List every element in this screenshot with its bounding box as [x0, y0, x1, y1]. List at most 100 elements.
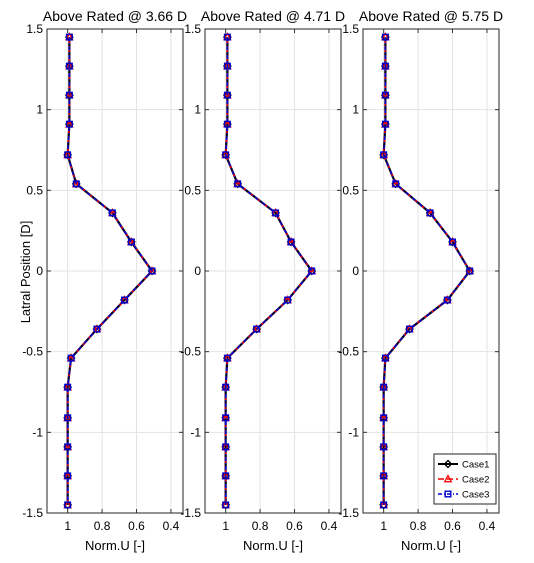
data-point	[223, 120, 231, 128]
data-point	[380, 472, 388, 480]
data-point	[223, 62, 231, 70]
data-point	[466, 267, 474, 275]
y-tick-label: -0.5	[338, 345, 359, 359]
x-tick-label: 0.4	[163, 519, 180, 533]
data-point	[222, 501, 230, 509]
data-point	[72, 180, 80, 188]
y-tick-label: 0.5	[184, 183, 201, 197]
data-point	[148, 267, 156, 275]
legend-label: Case2	[462, 475, 489, 486]
panel-title: Above Rated @ 4.71 D	[201, 8, 345, 24]
data-point	[223, 33, 231, 41]
x-axis-label: Norm.U [-]	[401, 538, 461, 553]
data-point	[426, 209, 434, 217]
y-tick-label: 1	[194, 103, 201, 117]
data-point	[234, 180, 242, 188]
x-tick-label: 1	[222, 519, 229, 533]
y-tick-label: -1.5	[338, 506, 359, 520]
legend-marker	[443, 474, 453, 483]
legend-entry-case1: Case1	[438, 460, 489, 471]
data-point	[120, 296, 128, 304]
data-point	[253, 325, 261, 333]
data-point	[222, 383, 230, 391]
panel-title: Above Rated @ 3.66 D	[43, 8, 187, 24]
data-point	[64, 443, 72, 451]
data-point	[381, 91, 389, 99]
y-tick-label: -0.5	[22, 345, 43, 359]
data-point	[65, 62, 73, 70]
series-line	[224, 37, 313, 505]
series-line	[224, 37, 313, 505]
data-point	[127, 238, 135, 246]
y-tick-label: -1.5	[180, 506, 201, 520]
data-point	[405, 325, 413, 333]
x-axis-label: Norm.U [-]	[243, 538, 303, 553]
x-tick-label: 0.6	[286, 519, 303, 533]
data-point	[223, 354, 231, 362]
data-point	[381, 120, 389, 128]
data-point	[64, 501, 72, 509]
data-point	[380, 443, 388, 451]
legend-marker	[443, 459, 453, 469]
panel-3: -1.5 -1 -0.5 0 0.5 1 1.5 1 0.8 0.6 0.4 Above Rated …	[338, 8, 503, 553]
legend-marker	[444, 490, 452, 498]
x-axis-label: Norm.U [-]	[85, 538, 145, 553]
data-point	[64, 383, 72, 391]
y-tick-label: 1	[352, 103, 359, 117]
data-point	[223, 91, 231, 99]
y-tick-label: -1	[32, 425, 43, 439]
legend-label: Case1	[462, 460, 489, 471]
legend-entry-case3: Case3	[438, 490, 489, 501]
data-point	[65, 33, 73, 41]
data-point	[272, 209, 280, 217]
series-case3	[380, 33, 474, 509]
legend: Case1 Case2 Case3	[433, 453, 497, 505]
x-tick-label: 0.4	[479, 519, 496, 533]
y-tick-label: -0.5	[180, 345, 201, 359]
x-tick-label: 0.8	[252, 519, 269, 533]
data-point	[64, 472, 72, 480]
data-point	[381, 62, 389, 70]
data-point	[222, 151, 230, 159]
data-point	[380, 151, 388, 159]
data-point	[93, 325, 101, 333]
data-point	[380, 414, 388, 422]
series-line	[66, 37, 154, 505]
series-case3	[222, 33, 316, 509]
panel-1: -1.5 -1 -0.5 0 0.5 1 1.5 1 0.8 0.6 0.4 Above Rated …	[22, 8, 187, 553]
data-point	[381, 33, 389, 41]
data-point	[284, 296, 292, 304]
series-case2	[221, 32, 317, 509]
x-tick-label: 0.4	[321, 519, 338, 533]
y-tick-label: 0.5	[26, 183, 43, 197]
data-point	[392, 180, 400, 188]
data-point	[380, 501, 388, 509]
x-tick-label: 0.8	[94, 519, 111, 533]
y-tick-label: 0	[36, 264, 43, 278]
x-tick-label: 0.8	[410, 519, 427, 533]
data-point	[108, 209, 116, 217]
data-point	[443, 296, 451, 304]
data-point	[64, 151, 72, 159]
data-point	[449, 238, 457, 246]
y-tick-label: -1	[190, 425, 201, 439]
x-tick-label: 0.6	[444, 519, 461, 533]
data-point	[381, 354, 389, 362]
data-point	[308, 267, 316, 275]
panel-title: Above Rated @ 5.75 D	[359, 8, 503, 24]
legend-label: Case3	[462, 490, 489, 501]
grid	[47, 28, 183, 514]
y-tick-label: 0.5	[342, 183, 359, 197]
y-tick-label: 0	[194, 264, 201, 278]
y-tick-label: 1.5	[26, 22, 43, 36]
data-point	[65, 91, 73, 99]
y-tick-label: 0	[352, 264, 359, 278]
y-axis-label: Latral Position [D]	[18, 221, 33, 324]
axes-frame	[362, 28, 500, 514]
data-point	[380, 383, 388, 391]
x-tick-label: 0.6	[128, 519, 145, 533]
data-point	[222, 414, 230, 422]
data-point	[67, 354, 75, 362]
data-point	[222, 443, 230, 451]
